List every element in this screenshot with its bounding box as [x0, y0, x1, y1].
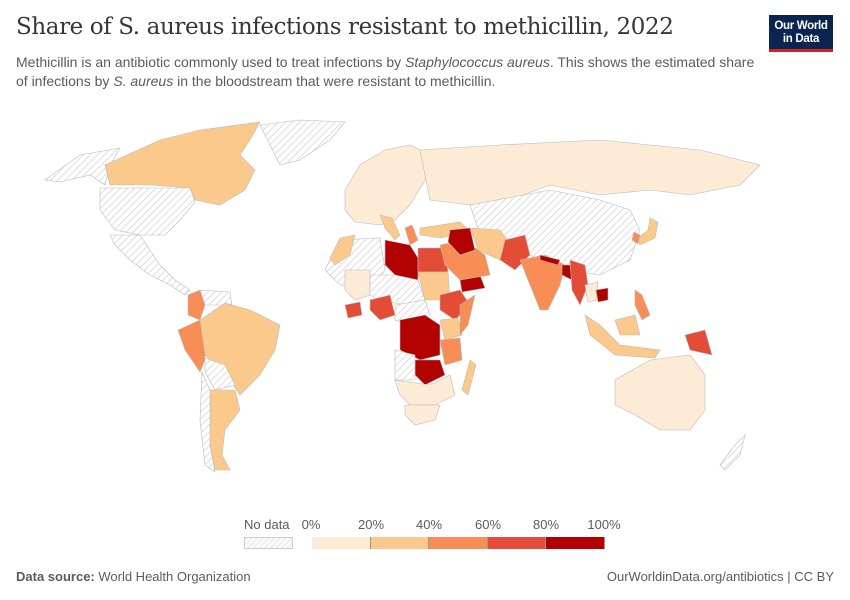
region-kenya [439, 317, 463, 341]
region-angola [394, 349, 416, 381]
region-chile [199, 371, 216, 473]
legend-tick: 80% [532, 517, 560, 532]
legend-tick: 0% [301, 517, 321, 532]
region-japan [637, 217, 659, 246]
legend-bin-40-60[interactable] [429, 537, 488, 549]
no-data-label: No data [244, 517, 290, 532]
region-bolivia [204, 357, 236, 391]
chart-subtitle: Methicillin is an antibiotic commonly us… [16, 54, 755, 89]
legend-bin-20-40[interactable] [371, 537, 429, 549]
legend-tick: 20% [357, 517, 385, 532]
region-colombia [187, 289, 206, 321]
region-iraq [447, 227, 476, 256]
legend-bin-80-100[interactable] [546, 537, 605, 549]
legend-bin-0-20[interactable] [312, 537, 371, 549]
region-venezuela [199, 289, 233, 306]
region-mexico [109, 234, 191, 296]
region-myanmar [569, 259, 589, 306]
region-nigeria [369, 294, 396, 321]
legend-bin-60-80[interactable] [488, 537, 546, 549]
region-nz [719, 434, 746, 471]
legend-tick: 100% [587, 517, 621, 532]
region-italy [379, 214, 401, 241]
region-tanzania [439, 337, 463, 366]
data-source: Data source: World Health Organization [16, 569, 251, 584]
region-cambodia [595, 287, 609, 303]
region-greece [404, 224, 419, 246]
region-south-africa [404, 404, 441, 426]
region-cote-divoire [344, 301, 363, 319]
region-nepal [539, 254, 561, 266]
region-drc [399, 314, 441, 361]
region-usa [99, 187, 196, 236]
chart-title: Share of S. aureus infections resistant … [16, 14, 674, 40]
region-png [684, 329, 713, 356]
region-thailand [584, 281, 599, 303]
region-south-korea [631, 231, 641, 245]
region-indonesia [584, 314, 661, 359]
owid-logo[interactable]: Our World in Data [769, 15, 833, 52]
color-legend: No data 0% 20% 40% 60% 80% 100% [240, 516, 621, 556]
region-southern-africa [394, 374, 456, 406]
region-argentina [209, 389, 241, 471]
legend-tick: 40% [415, 517, 443, 532]
no-data-swatch[interactable] [244, 537, 293, 549]
source-link[interactable]: OurWorldinData.org/antibiotics | CC BY [606, 569, 834, 584]
region-madagascar [461, 359, 477, 396]
region-somalia [459, 294, 476, 336]
region-mali [344, 269, 371, 301]
region-india [519, 254, 566, 311]
region-australia [614, 354, 706, 431]
region-europe [344, 144, 431, 226]
region-philippines [634, 289, 651, 321]
region-canada [104, 121, 261, 206]
region-russia [419, 139, 761, 206]
region-morocco [329, 234, 356, 266]
legend-tick: 60% [474, 517, 502, 532]
region-libya [384, 239, 419, 281]
region-greenland [259, 119, 346, 166]
world-map[interactable] [0, 110, 850, 510]
